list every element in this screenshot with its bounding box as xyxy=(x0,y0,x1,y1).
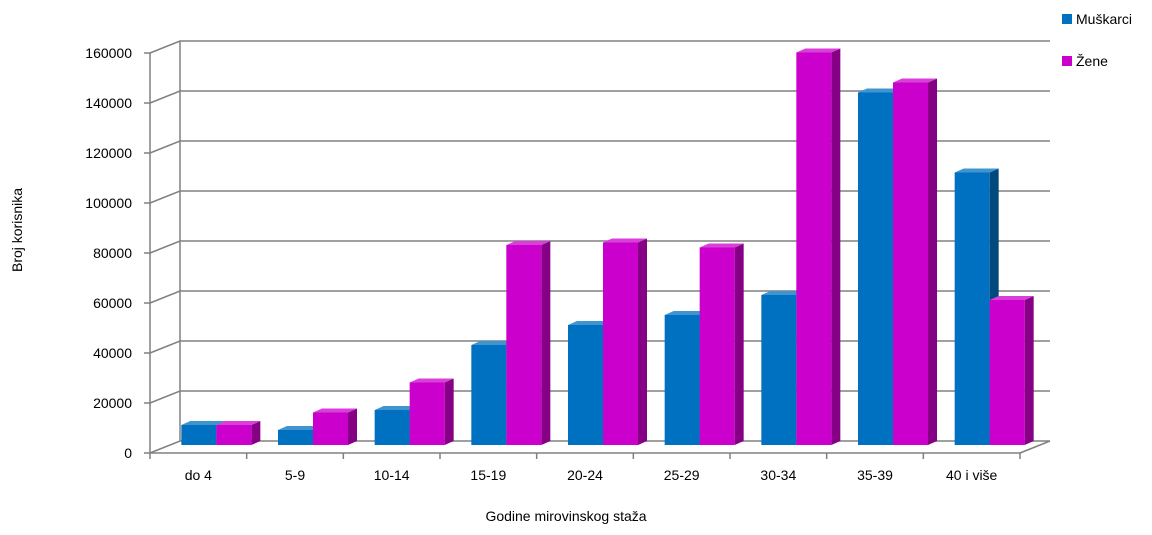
bar-zene xyxy=(893,78,937,445)
y-tick-label: 0 xyxy=(124,445,132,461)
y-tick-label: 160000 xyxy=(85,45,132,61)
legend-label: Žene xyxy=(1076,53,1108,69)
x-tick-label: 30-34 xyxy=(760,467,796,483)
bar-zene xyxy=(409,378,454,445)
x-tick-label: 10-14 xyxy=(374,467,410,483)
x-axis-label: Godine mirovinskog staža xyxy=(485,508,646,524)
bar-zene xyxy=(313,408,357,445)
gridline xyxy=(149,40,1050,54)
legend-label: Muškarci xyxy=(1076,11,1132,27)
x-tick-label: 20-24 xyxy=(567,467,603,483)
legend: Muškarci Žene xyxy=(1062,11,1132,69)
y-tick-label: 60000 xyxy=(93,295,132,311)
legend-swatch xyxy=(1062,14,1072,24)
y-tick-label: 20000 xyxy=(93,395,132,411)
bar-zene xyxy=(603,238,647,445)
bar-zene xyxy=(699,243,744,445)
bar-zene xyxy=(989,296,1034,445)
x-tick-label: 40 i više xyxy=(946,467,998,483)
bars xyxy=(181,48,1034,445)
x-tick-label: do 4 xyxy=(185,467,212,483)
y-tick-label: 80000 xyxy=(93,245,132,261)
labels: Godine mirovinskog staža Broj korisnika … xyxy=(9,45,998,524)
y-axis-label: Broj korisnika xyxy=(9,188,25,272)
bar-zene xyxy=(216,421,261,445)
x-tick-label: 25-29 xyxy=(664,467,700,483)
bar-zene xyxy=(796,48,841,445)
x-tick-label: 35-39 xyxy=(857,467,893,483)
y-tick-label: 40000 xyxy=(93,345,132,361)
y-tick-label: 140000 xyxy=(85,95,132,111)
bar-zene xyxy=(506,241,551,445)
floor-edge xyxy=(1019,440,1051,454)
y-tick-label: 100000 xyxy=(85,195,132,211)
axes xyxy=(144,41,1051,459)
y-tick-label: 120000 xyxy=(85,145,132,161)
legend-swatch xyxy=(1062,56,1072,66)
x-tick-label: 15-19 xyxy=(470,467,506,483)
x-tick-label: 5-9 xyxy=(285,467,305,483)
